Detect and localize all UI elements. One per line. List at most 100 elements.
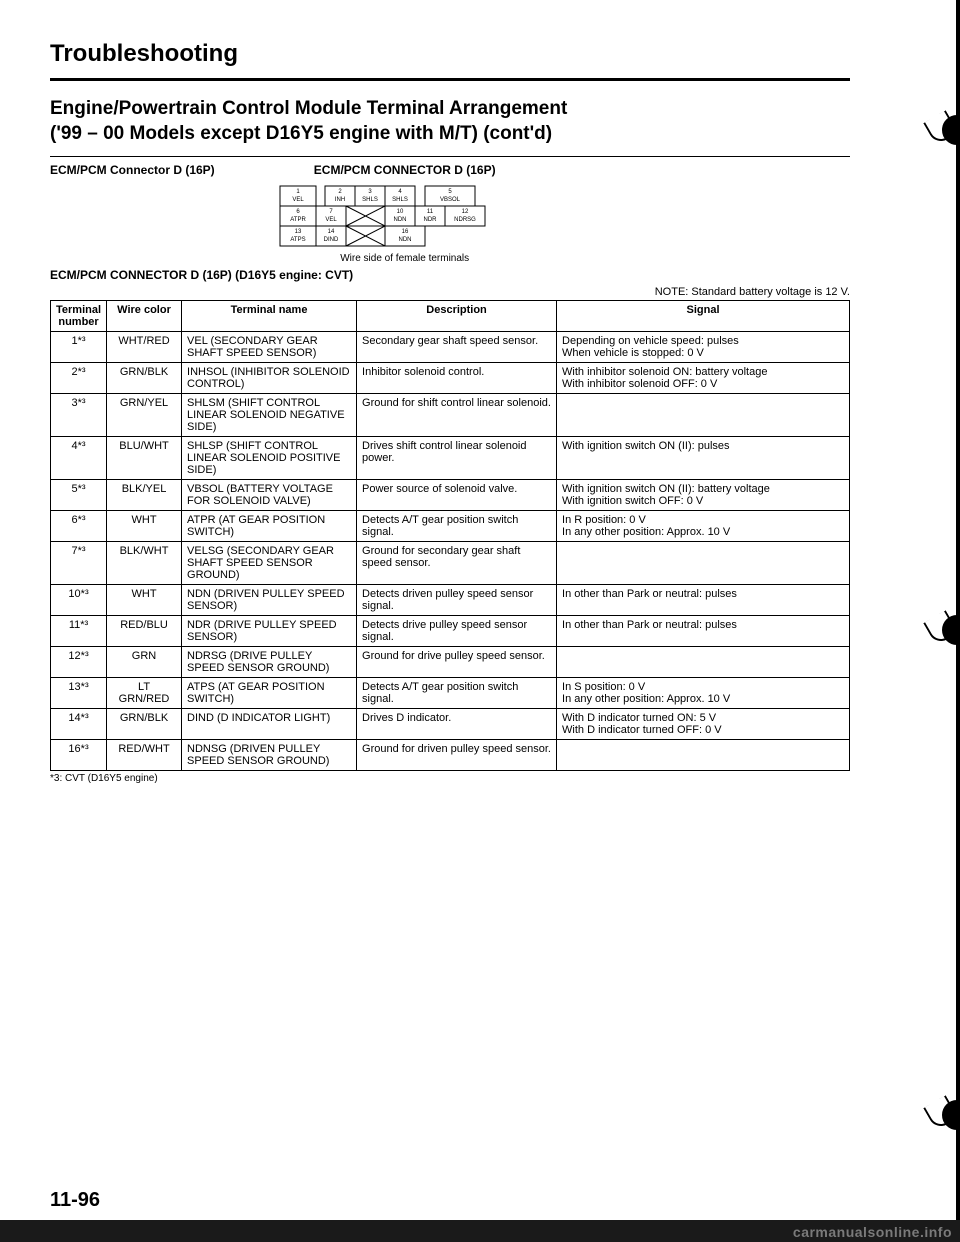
cell-signal [557, 647, 850, 678]
cell-signal: With ignition switch ON (II): pulses [557, 437, 850, 480]
table-row: 2*³GRN/BLKINHSOL (INHIBITOR SOLENOID CON… [51, 363, 850, 394]
table-row: 3*³GRN/YELSHLSM (SHIFT CONTROL LINEAR SO… [51, 394, 850, 437]
diagram-caption: Wire side of female terminals [275, 253, 535, 264]
svg-text:NDN: NDN [393, 217, 406, 223]
cell-signal: Depending on vehicle speed: pulses When … [557, 332, 850, 363]
table-row: 10*³WHTNDN (DRIVEN PULLEY SPEED SENSOR)D… [51, 585, 850, 616]
cell-name: SHLSP (SHIFT CONTROL LINEAR SOLENOID POS… [182, 437, 357, 480]
svg-text:SHLS: SHLS [362, 197, 378, 203]
table-row: 4*³BLU/WHTSHLSP (SHIFT CONTROL LINEAR SO… [51, 437, 850, 480]
subtitle-line-2: ('99 – 00 Models except D16Y5 engine wit… [50, 123, 552, 144]
cell-terminal: 12*³ [51, 647, 107, 678]
cell-terminal: 6*³ [51, 511, 107, 542]
cell-terminal: 14*³ [51, 709, 107, 740]
cell-signal [557, 740, 850, 771]
page-content: Troubleshooting Engine/Powertrain Contro… [0, 0, 900, 804]
cell-terminal: 10*³ [51, 585, 107, 616]
svg-text:12: 12 [461, 209, 468, 215]
cell-desc: Drives shift control linear solenoid pow… [357, 437, 557, 480]
rule-sub [50, 156, 850, 157]
svg-text:13: 13 [294, 229, 301, 235]
cell-desc: Detects driven pulley speed sensor signa… [357, 585, 557, 616]
section-subtitle: Engine/Powertrain Control Module Termina… [50, 93, 850, 150]
cell-signal: With D indicator turned ON: 5 V With D i… [557, 709, 850, 740]
th-terminal: Terminal number [51, 301, 107, 332]
cell-desc: Detects A/T gear position switch signal. [357, 678, 557, 709]
svg-text:10: 10 [396, 209, 403, 215]
cell-name: SHLSM (SHIFT CONTROL LINEAR SOLENOID NEG… [182, 394, 357, 437]
cell-terminal: 7*³ [51, 542, 107, 585]
cell-name: ATPS (AT GEAR POSITION SWITCH) [182, 678, 357, 709]
cell-name: VELSG (SECONDARY GEAR SHAFT SPEED SENSOR… [182, 542, 357, 585]
cell-signal [557, 542, 850, 585]
connector-label-center: ECM/PCM CONNECTOR D (16P) [275, 163, 535, 177]
page-number: 11-96 [50, 1189, 100, 1212]
cell-wire: RED/BLU [107, 616, 182, 647]
cell-signal: In R position: 0 V In any other position… [557, 511, 850, 542]
cell-signal: In S position: 0 V In any other position… [557, 678, 850, 709]
svg-text:DIND: DIND [323, 237, 338, 243]
table-row: 14*³GRN/BLKDIND (D INDICATOR LIGHT)Drive… [51, 709, 850, 740]
connector-label-left: ECM/PCM Connector D (16P) [50, 163, 215, 177]
table-row: 13*³LT GRN/REDATPS (AT GEAR POSITION SWI… [51, 678, 850, 709]
cell-desc: Ground for secondary gear shaft speed se… [357, 542, 557, 585]
cell-terminal: 1*³ [51, 332, 107, 363]
connector-diagram: ECM/PCM CONNECTOR D (16P) 1VEL 2INH 3SHL… [275, 163, 535, 264]
th-name: Terminal name [182, 301, 357, 332]
cell-terminal: 3*³ [51, 394, 107, 437]
cell-wire: LT GRN/RED [107, 678, 182, 709]
cell-name: VEL (SECONDARY GEAR SHAFT SPEED SENSOR) [182, 332, 357, 363]
cell-terminal: 2*³ [51, 363, 107, 394]
cell-signal: In other than Park or neutral: pulses [557, 585, 850, 616]
pinout-svg: 1VEL 2INH 3SHLS 4SHLS 5VBSOL 6ATPR 7VEL … [275, 181, 535, 251]
svg-text:ATPS: ATPS [290, 237, 305, 243]
th-signal: Signal [557, 301, 850, 332]
cell-desc: Drives D indicator. [357, 709, 557, 740]
cell-desc: Inhibitor solenoid control. [357, 363, 557, 394]
svg-text:VEL: VEL [325, 217, 337, 223]
table-row: 7*³BLK/WHTVELSG (SECONDARY GEAR SHAFT SP… [51, 542, 850, 585]
cell-wire: GRN/YEL [107, 394, 182, 437]
th-wire: Wire color [107, 301, 182, 332]
svg-text:NDN: NDN [398, 237, 411, 243]
voltage-note: NOTE: Standard battery voltage is 12 V. [50, 286, 850, 298]
table-row: 6*³WHTATPR (AT GEAR POSITION SWITCH)Dete… [51, 511, 850, 542]
connector-row: ECM/PCM Connector D (16P) ECM/PCM CONNEC… [50, 163, 850, 264]
svg-text:ATPR: ATPR [290, 217, 306, 223]
table-row: 11*³RED/BLUNDR (DRIVE PULLEY SPEED SENSO… [51, 616, 850, 647]
cell-desc: Detects A/T gear position switch signal. [357, 511, 557, 542]
connector-label-second: ECM/PCM CONNECTOR D (16P) (D16Y5 engine:… [50, 268, 850, 282]
cell-name: NDR (DRIVE PULLEY SPEED SENSOR) [182, 616, 357, 647]
cell-name: NDN (DRIVEN PULLEY SPEED SENSOR) [182, 585, 357, 616]
table-row: 1*³WHT/REDVEL (SECONDARY GEAR SHAFT SPEE… [51, 332, 850, 363]
bottom-bar: carmanualsonline.info [0, 1220, 960, 1242]
svg-text:VEL: VEL [292, 197, 304, 203]
cell-wire: GRN/BLK [107, 363, 182, 394]
cell-wire: GRN/BLK [107, 709, 182, 740]
cell-terminal: 5*³ [51, 480, 107, 511]
cell-name: DIND (D INDICATOR LIGHT) [182, 709, 357, 740]
cell-desc: Ground for drive pulley speed sensor. [357, 647, 557, 678]
cell-wire: WHT/RED [107, 332, 182, 363]
cell-wire: GRN [107, 647, 182, 678]
cell-wire: RED/WHT [107, 740, 182, 771]
svg-text:SHLS: SHLS [392, 197, 408, 203]
table-body: 1*³WHT/REDVEL (SECONDARY GEAR SHAFT SPEE… [51, 332, 850, 771]
cell-wire: BLU/WHT [107, 437, 182, 480]
table-row: 5*³BLK/YELVBSOL (BATTERY VOLTAGE FOR SOL… [51, 480, 850, 511]
table-row: 12*³GRNNDRSG (DRIVE PULLEY SPEED SENSOR … [51, 647, 850, 678]
cell-name: VBSOL (BATTERY VOLTAGE FOR SOLENOID VALV… [182, 480, 357, 511]
cell-wire: BLK/YEL [107, 480, 182, 511]
svg-text:NDRSG: NDRSG [454, 217, 476, 223]
svg-text:16: 16 [401, 229, 408, 235]
cell-terminal: 11*³ [51, 616, 107, 647]
cell-terminal: 13*³ [51, 678, 107, 709]
cell-desc: Power source of solenoid valve. [357, 480, 557, 511]
subtitle-line-1: Engine/Powertrain Control Module Termina… [50, 98, 567, 119]
cell-name: INHSOL (INHIBITOR SOLENOID CONTROL) [182, 363, 357, 394]
th-desc: Description [357, 301, 557, 332]
cell-signal: In other than Park or neutral: pulses [557, 616, 850, 647]
cell-wire: WHT [107, 585, 182, 616]
watermark: carmanualsonline.info [793, 1224, 952, 1240]
cell-terminal: 16*³ [51, 740, 107, 771]
